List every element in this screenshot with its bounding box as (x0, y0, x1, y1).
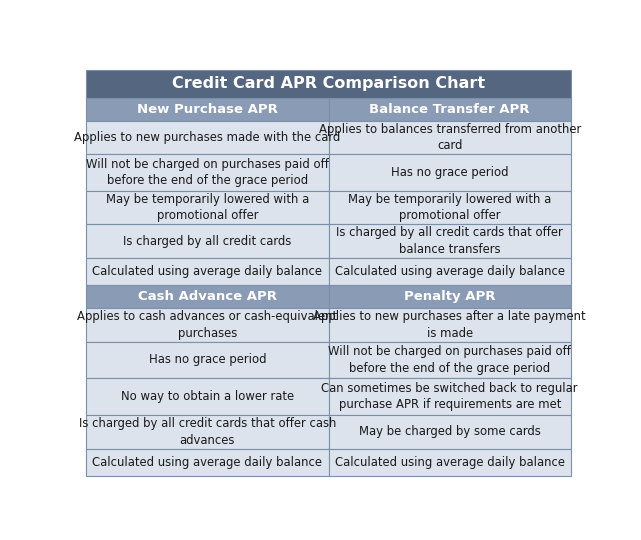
Text: Will not be charged on purchases paid off
before the end of the grace period: Will not be charged on purchases paid of… (328, 345, 571, 375)
Bar (328, 258, 571, 285)
Text: Calculated using average daily balance: Calculated using average daily balance (335, 265, 565, 278)
Text: New Purchase APR: New Purchase APR (137, 103, 278, 116)
Bar (86, 191, 328, 224)
Bar (86, 449, 328, 476)
Bar (86, 308, 328, 342)
Text: May be temporarily lowered with a
promotional offer: May be temporarily lowered with a promot… (106, 193, 309, 222)
Bar (328, 449, 571, 476)
Bar (328, 285, 571, 308)
Text: Is charged by all credit cards: Is charged by all credit cards (123, 235, 292, 248)
Bar (86, 415, 328, 449)
Text: Applies to cash advances or cash-equivalent
purchases: Applies to cash advances or cash-equival… (77, 310, 337, 340)
Bar (328, 121, 571, 154)
Text: Credit Card APR Comparison Chart: Credit Card APR Comparison Chart (172, 76, 485, 91)
Text: Balance Transfer APR: Balance Transfer APR (369, 103, 530, 116)
Bar (328, 415, 571, 449)
Text: Will not be charged on purchases paid off
before the end of the grace period: Will not be charged on purchases paid of… (86, 158, 329, 187)
Bar (86, 258, 328, 285)
Bar (86, 98, 328, 121)
Text: Cash Advance APR: Cash Advance APR (138, 290, 277, 303)
Text: Calculated using average daily balance: Calculated using average daily balance (92, 456, 322, 469)
Text: May be temporarily lowered with a
promotional offer: May be temporarily lowered with a promot… (348, 193, 551, 222)
Bar (328, 98, 571, 121)
Text: Can sometimes be switched back to regular
purchase APR if requirements are met: Can sometimes be switched back to regula… (322, 382, 578, 411)
Bar (86, 224, 328, 258)
Text: Is charged by all credit cards that offer cash
advances: Is charged by all credit cards that offe… (79, 417, 336, 447)
Bar (328, 342, 571, 378)
Text: May be charged by some cards: May be charged by some cards (359, 426, 540, 438)
Bar (86, 154, 328, 191)
Text: Has no grace period: Has no grace period (391, 166, 508, 179)
Text: Has no grace period: Has no grace period (149, 353, 266, 367)
Text: Is charged by all credit cards that offer
balance transfers: Is charged by all credit cards that offe… (337, 226, 563, 256)
Bar (328, 308, 571, 342)
Bar (86, 121, 328, 154)
Bar (86, 342, 328, 378)
Text: Applies to new purchases made with the card: Applies to new purchases made with the c… (74, 131, 340, 144)
Text: Calculated using average daily balance: Calculated using average daily balance (92, 265, 322, 278)
Bar (328, 154, 571, 191)
Text: No way to obtain a lower rate: No way to obtain a lower rate (121, 390, 294, 403)
Bar (328, 378, 571, 415)
Bar (86, 378, 328, 415)
Text: Calculated using average daily balance: Calculated using average daily balance (335, 456, 565, 469)
Text: Penalty APR: Penalty APR (404, 290, 495, 303)
Bar (328, 224, 571, 258)
Text: Applies to new purchases after a late payment
is made: Applies to new purchases after a late pa… (313, 310, 586, 340)
Bar (86, 70, 571, 98)
Text: Applies to balances transferred from another
card: Applies to balances transferred from ano… (319, 123, 581, 152)
Bar (86, 285, 328, 308)
Bar (328, 191, 571, 224)
